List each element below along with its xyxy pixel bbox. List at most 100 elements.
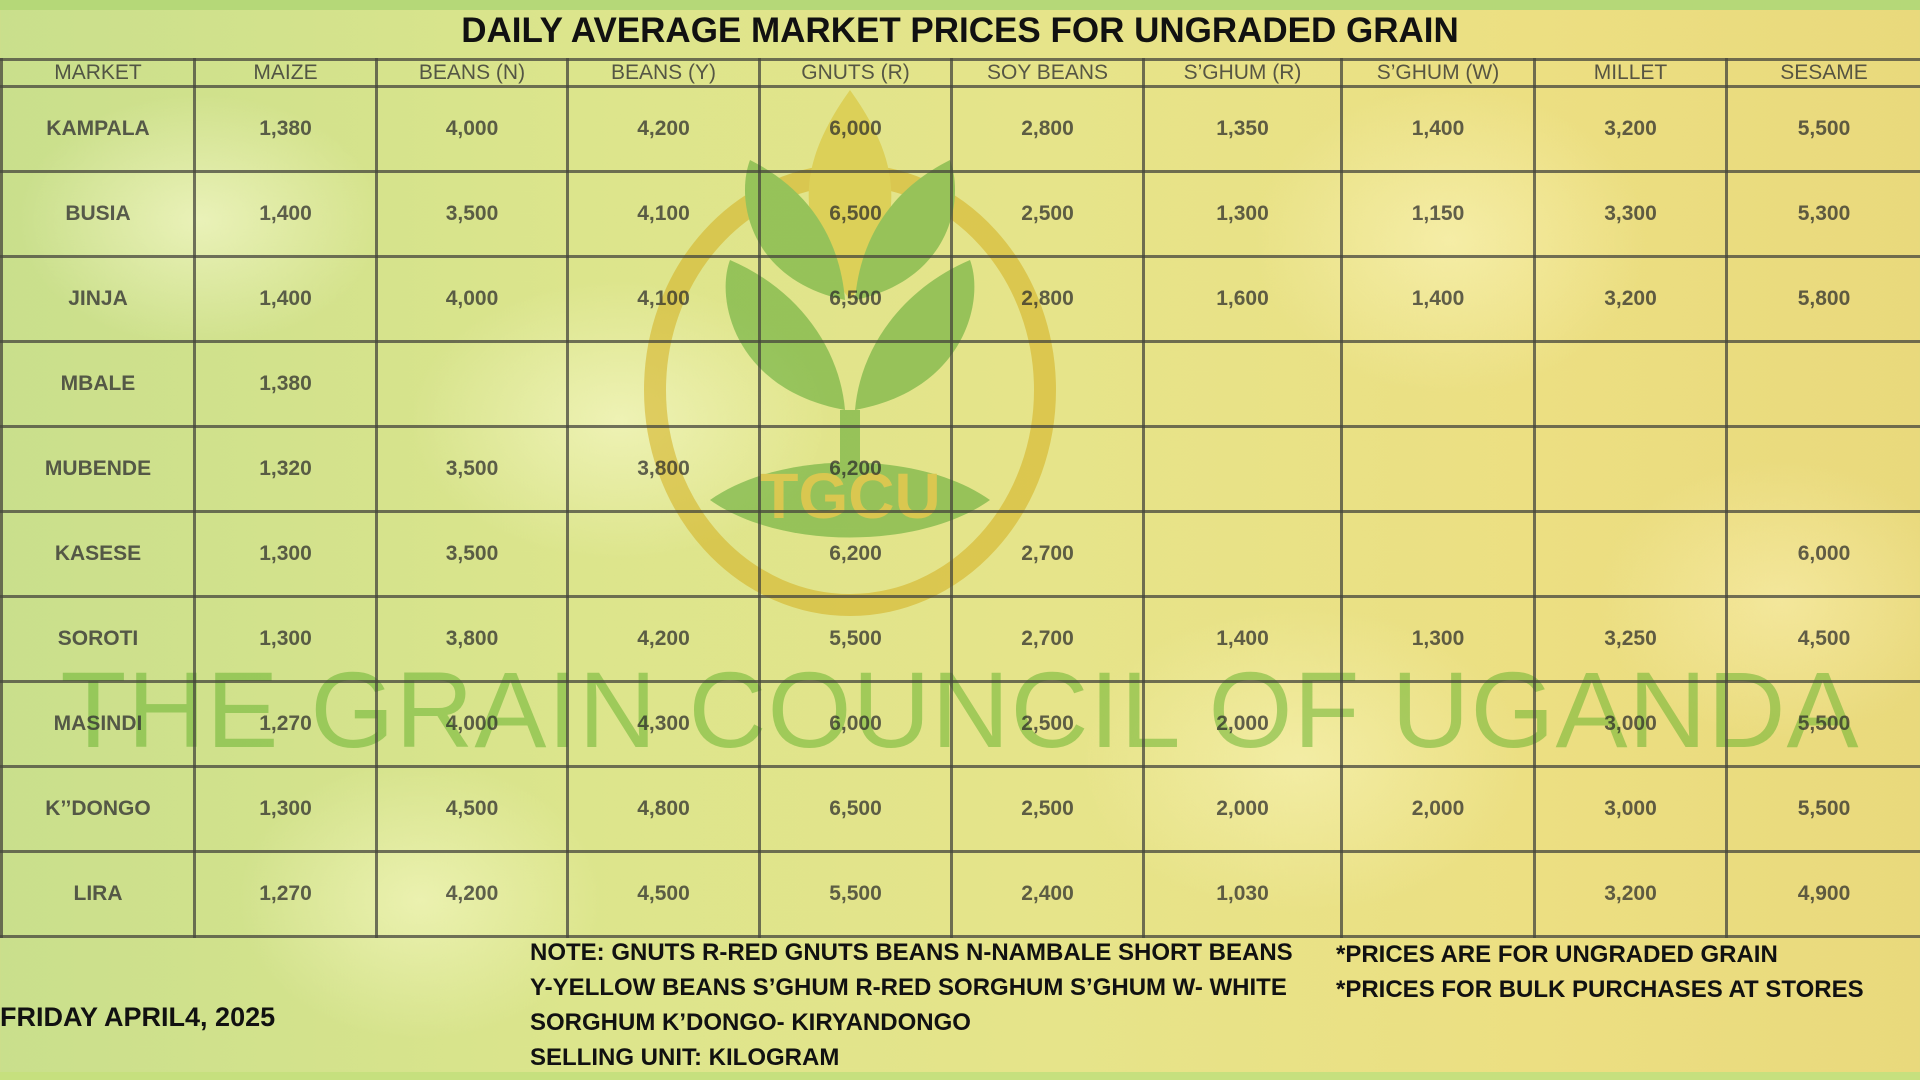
price-cell: 1,300 <box>193 765 378 853</box>
price-cell: 4,500 <box>375 765 569 853</box>
price-cell <box>566 510 761 598</box>
price-cell: 1,400 <box>1340 85 1536 173</box>
price-cell: 1,300 <box>1340 595 1536 683</box>
price-cell: 1,400 <box>1142 595 1343 683</box>
price-cell: 5,500 <box>1725 765 1920 853</box>
note-line: NOTE: GNUTS R-RED GNUTS BEANS N-NAMBALE … <box>530 939 1293 966</box>
price-cell: 2,800 <box>950 255 1145 343</box>
column-header: GNUTS (R) <box>758 58 953 88</box>
price-cell <box>1142 425 1343 513</box>
price-cell: 2,700 <box>950 510 1145 598</box>
price-cell <box>1142 340 1343 428</box>
price-cell <box>1142 510 1343 598</box>
price-cell: 2,500 <box>950 170 1145 258</box>
price-cell: 3,250 <box>1533 595 1728 683</box>
table-row: MBALE 1,380 <box>0 340 1920 428</box>
market-name-cell: SOROTI <box>0 595 196 683</box>
price-cell <box>1340 510 1536 598</box>
bottom-border <box>0 1072 1920 1080</box>
price-cell: 4,200 <box>566 85 761 173</box>
table-row: JINJA 1,400 4,000 4,100 6,500 2,800 1,60… <box>0 255 1920 343</box>
table-row: MASINDI 1,270 4,000 4,300 6,000 2,500 2,… <box>0 680 1920 768</box>
price-cell: 5,800 <box>1725 255 1920 343</box>
price-cell: 6,500 <box>758 255 953 343</box>
price-cell: 4,200 <box>566 595 761 683</box>
price-cell <box>1340 425 1536 513</box>
price-cell <box>1725 425 1920 513</box>
price-cell: 4,800 <box>566 765 761 853</box>
price-cell: 1,150 <box>1340 170 1536 258</box>
price-cell: 4,500 <box>1725 595 1920 683</box>
price-cell: 5,500 <box>1725 85 1920 173</box>
price-cell: 6,200 <box>758 510 953 598</box>
price-cell: 4,000 <box>375 680 569 768</box>
market-name-cell: MBALE <box>0 340 196 428</box>
price-cell: 2,800 <box>950 85 1145 173</box>
price-cell: 6,500 <box>758 170 953 258</box>
price-cell <box>1533 510 1728 598</box>
price-cell: 2,700 <box>950 595 1145 683</box>
price-cell: 5,500 <box>1725 680 1920 768</box>
price-cell <box>1533 340 1728 428</box>
price-cell: 1,400 <box>1340 255 1536 343</box>
disclaimer-line: *PRICES FOR BULK PURCHASES AT STORES <box>1336 976 1864 1003</box>
price-cell: 1,300 <box>193 510 378 598</box>
price-cell: 1,400 <box>193 255 378 343</box>
price-cell: 2,000 <box>1142 680 1343 768</box>
note-line: Y-YELLOW BEANS S’GHUM R-RED SORGHUM S’GH… <box>530 974 1287 1001</box>
report-date: FRIDAY APRIL4, 2025 <box>0 1002 276 1032</box>
price-cell: 2,000 <box>1340 765 1536 853</box>
price-cell: 3,500 <box>375 170 569 258</box>
price-cell: 1,380 <box>193 340 378 428</box>
market-name-cell: MUBENDE <box>0 425 196 513</box>
price-cell: 6,000 <box>758 680 953 768</box>
column-header: MAIZE <box>193 58 378 88</box>
price-cell <box>375 340 569 428</box>
price-cell <box>1533 425 1728 513</box>
price-cell: 2,400 <box>950 850 1145 938</box>
top-border <box>0 0 1920 10</box>
price-cell: 3,000 <box>1533 765 1728 853</box>
price-cell <box>950 425 1145 513</box>
price-cell: 3,500 <box>375 425 569 513</box>
price-cell: 2,500 <box>950 765 1145 853</box>
price-cell: 3,000 <box>1533 680 1728 768</box>
price-cell: 1,380 <box>193 85 378 173</box>
column-header: BEANS (Y) <box>566 58 761 88</box>
abbreviation-note: NOTE: GNUTS R-RED GNUTS BEANS N-NAMBALE … <box>530 935 1293 1075</box>
price-cell: 1,300 <box>1142 170 1343 258</box>
table-row: MUBENDE 1,320 3,500 3,800 6,200 <box>0 425 1920 513</box>
table-row: KASESE 1,300 3,500 6,200 2,700 6,000 <box>0 510 1920 598</box>
price-cell: 1,320 <box>193 425 378 513</box>
price-cell: 1,270 <box>193 850 378 938</box>
price-cell: 3,800 <box>375 595 569 683</box>
price-cell: 4,100 <box>566 255 761 343</box>
price-cell: 1,600 <box>1142 255 1343 343</box>
table-header-row: MARKET MAIZE BEANS (N) BEANS (Y) GNUTS (… <box>0 58 1920 88</box>
table-row: BUSIA 1,400 3,500 4,100 6,500 2,500 1,30… <box>0 170 1920 258</box>
price-cell: 3,300 <box>1533 170 1728 258</box>
price-cell: 5,500 <box>758 850 953 938</box>
price-cell <box>1340 850 1536 938</box>
price-cell: 4,000 <box>375 85 569 173</box>
table-row: K’’DONGO 1,300 4,500 4,800 6,500 2,500 2… <box>0 765 1920 853</box>
price-cell <box>566 340 761 428</box>
price-cell: 3,200 <box>1533 850 1728 938</box>
price-cell: 4,500 <box>566 850 761 938</box>
price-cell: 4,900 <box>1725 850 1920 938</box>
price-cell: 2,500 <box>950 680 1145 768</box>
market-name-cell: JINJA <box>0 255 196 343</box>
column-header: SESAME <box>1725 58 1920 88</box>
column-header: SOY BEANS <box>950 58 1145 88</box>
price-cell <box>1340 340 1536 428</box>
table-row: LIRA 1,270 4,200 4,500 5,500 2,400 1,030… <box>0 850 1920 938</box>
price-cell: 4,200 <box>375 850 569 938</box>
price-disclaimer: *PRICES ARE FOR UNGRADED GRAIN *PRICES F… <box>1336 937 1916 1007</box>
price-cell: 6,000 <box>1725 510 1920 598</box>
price-cell: 3,200 <box>1533 255 1728 343</box>
column-header: S’GHUM (W) <box>1340 58 1536 88</box>
column-header: MARKET <box>0 58 196 88</box>
price-cell: 1,400 <box>193 170 378 258</box>
market-name-cell: LIRA <box>0 850 196 938</box>
price-cell: 6,000 <box>758 85 953 173</box>
